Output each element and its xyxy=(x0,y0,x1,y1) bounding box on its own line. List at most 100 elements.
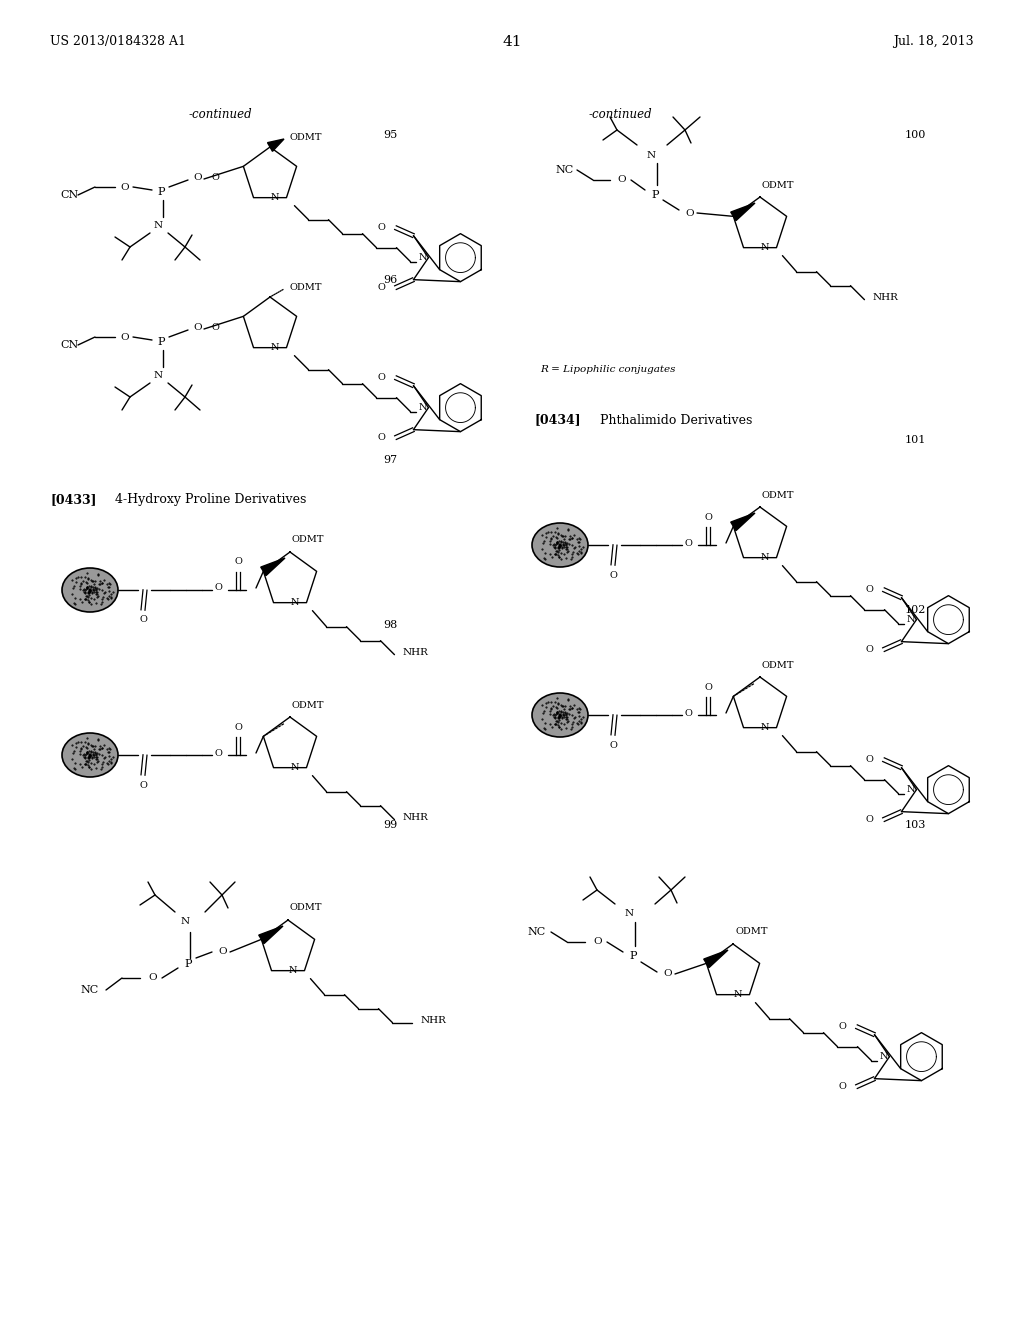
Text: R = Lipophilic conjugates: R = Lipophilic conjugates xyxy=(540,366,676,375)
Text: ODMT: ODMT xyxy=(290,903,323,912)
Text: O: O xyxy=(609,570,616,579)
Text: O: O xyxy=(120,182,129,191)
Text: NHR: NHR xyxy=(421,1016,446,1026)
Polygon shape xyxy=(731,513,755,531)
Text: O: O xyxy=(212,173,220,181)
Text: [0434]: [0434] xyxy=(535,413,582,426)
Text: N: N xyxy=(154,220,163,230)
Text: N: N xyxy=(418,253,427,263)
Text: N: N xyxy=(180,917,189,927)
Text: ODMT: ODMT xyxy=(735,928,768,936)
Polygon shape xyxy=(731,203,755,220)
Text: CN: CN xyxy=(60,190,78,201)
Text: N: N xyxy=(290,598,299,607)
Text: NC: NC xyxy=(80,985,98,995)
Text: Jul. 18, 2013: Jul. 18, 2013 xyxy=(893,36,974,48)
Text: Phthalimido Derivatives: Phthalimido Derivatives xyxy=(600,413,753,426)
Text: P: P xyxy=(184,960,191,969)
Text: 41: 41 xyxy=(502,36,522,49)
Text: 103: 103 xyxy=(904,820,926,830)
Text: NC: NC xyxy=(527,927,545,937)
Ellipse shape xyxy=(532,693,588,737)
Ellipse shape xyxy=(532,523,588,568)
Text: N: N xyxy=(288,966,297,975)
Text: 96: 96 xyxy=(383,275,397,285)
Text: O: O xyxy=(839,1022,847,1031)
Text: N: N xyxy=(625,909,634,919)
Text: NHR: NHR xyxy=(402,648,428,657)
Text: N: N xyxy=(418,403,427,412)
Text: CN: CN xyxy=(60,341,78,350)
Text: ODMT: ODMT xyxy=(292,701,325,710)
Text: 100: 100 xyxy=(904,129,926,140)
Text: O: O xyxy=(865,645,873,655)
Text: P: P xyxy=(651,190,658,201)
Text: O: O xyxy=(378,223,385,232)
Text: N: N xyxy=(880,1052,888,1061)
Text: O: O xyxy=(214,583,222,593)
Text: O: O xyxy=(609,741,616,750)
Text: 102: 102 xyxy=(904,605,926,615)
Polygon shape xyxy=(267,139,284,152)
Text: O: O xyxy=(617,176,626,185)
Text: ODMT: ODMT xyxy=(762,491,795,499)
Text: ODMT: ODMT xyxy=(762,181,795,190)
Text: N: N xyxy=(646,150,655,160)
Text: N: N xyxy=(760,553,769,562)
Text: NC: NC xyxy=(555,165,573,176)
Text: ODMT: ODMT xyxy=(292,536,325,544)
Text: 95: 95 xyxy=(383,129,397,140)
Text: NHR: NHR xyxy=(402,813,428,822)
Text: O: O xyxy=(234,557,242,566)
Text: ODMT: ODMT xyxy=(290,282,323,292)
Text: O: O xyxy=(663,969,672,978)
Text: 97: 97 xyxy=(383,455,397,465)
Text: ODMT: ODMT xyxy=(762,660,795,669)
Text: US 2013/0184328 A1: US 2013/0184328 A1 xyxy=(50,36,186,48)
Text: -continued: -continued xyxy=(588,108,652,121)
Text: ODMT: ODMT xyxy=(290,132,323,141)
Text: O: O xyxy=(865,816,873,824)
Text: O: O xyxy=(705,512,712,521)
Text: N: N xyxy=(290,763,299,772)
Text: O: O xyxy=(865,585,873,594)
Text: NHR: NHR xyxy=(872,293,898,302)
Text: O: O xyxy=(193,173,202,182)
Text: N: N xyxy=(270,343,279,352)
Text: N: N xyxy=(760,243,769,252)
Text: 4-Hydroxy Proline Derivatives: 4-Hydroxy Proline Derivatives xyxy=(115,494,306,507)
Text: O: O xyxy=(193,323,202,333)
Text: N: N xyxy=(733,990,741,999)
Polygon shape xyxy=(261,558,285,576)
Text: O: O xyxy=(378,433,385,442)
Text: O: O xyxy=(139,615,146,624)
Text: O: O xyxy=(218,948,226,957)
Text: N: N xyxy=(906,785,914,795)
Text: 98: 98 xyxy=(383,620,397,630)
Text: O: O xyxy=(684,709,692,718)
Text: O: O xyxy=(148,974,157,982)
Text: N: N xyxy=(760,723,769,733)
Text: O: O xyxy=(705,682,712,692)
Text: O: O xyxy=(234,722,242,731)
Text: P: P xyxy=(629,950,637,961)
Text: O: O xyxy=(214,748,222,758)
Text: O: O xyxy=(139,780,146,789)
Ellipse shape xyxy=(62,733,118,777)
Text: O: O xyxy=(212,322,220,331)
Text: N: N xyxy=(906,615,914,624)
Text: 99: 99 xyxy=(383,820,397,830)
Polygon shape xyxy=(259,927,283,944)
Ellipse shape xyxy=(62,568,118,612)
Text: O: O xyxy=(865,755,873,764)
Polygon shape xyxy=(703,950,728,968)
Text: O: O xyxy=(685,209,693,218)
Text: 101: 101 xyxy=(904,436,926,445)
Text: N: N xyxy=(270,193,279,202)
Text: N: N xyxy=(154,371,163,380)
Text: [0433]: [0433] xyxy=(50,494,96,507)
Text: O: O xyxy=(839,1082,847,1092)
Text: -continued: -continued xyxy=(188,108,252,121)
Text: O: O xyxy=(684,539,692,548)
Text: O: O xyxy=(378,284,385,292)
